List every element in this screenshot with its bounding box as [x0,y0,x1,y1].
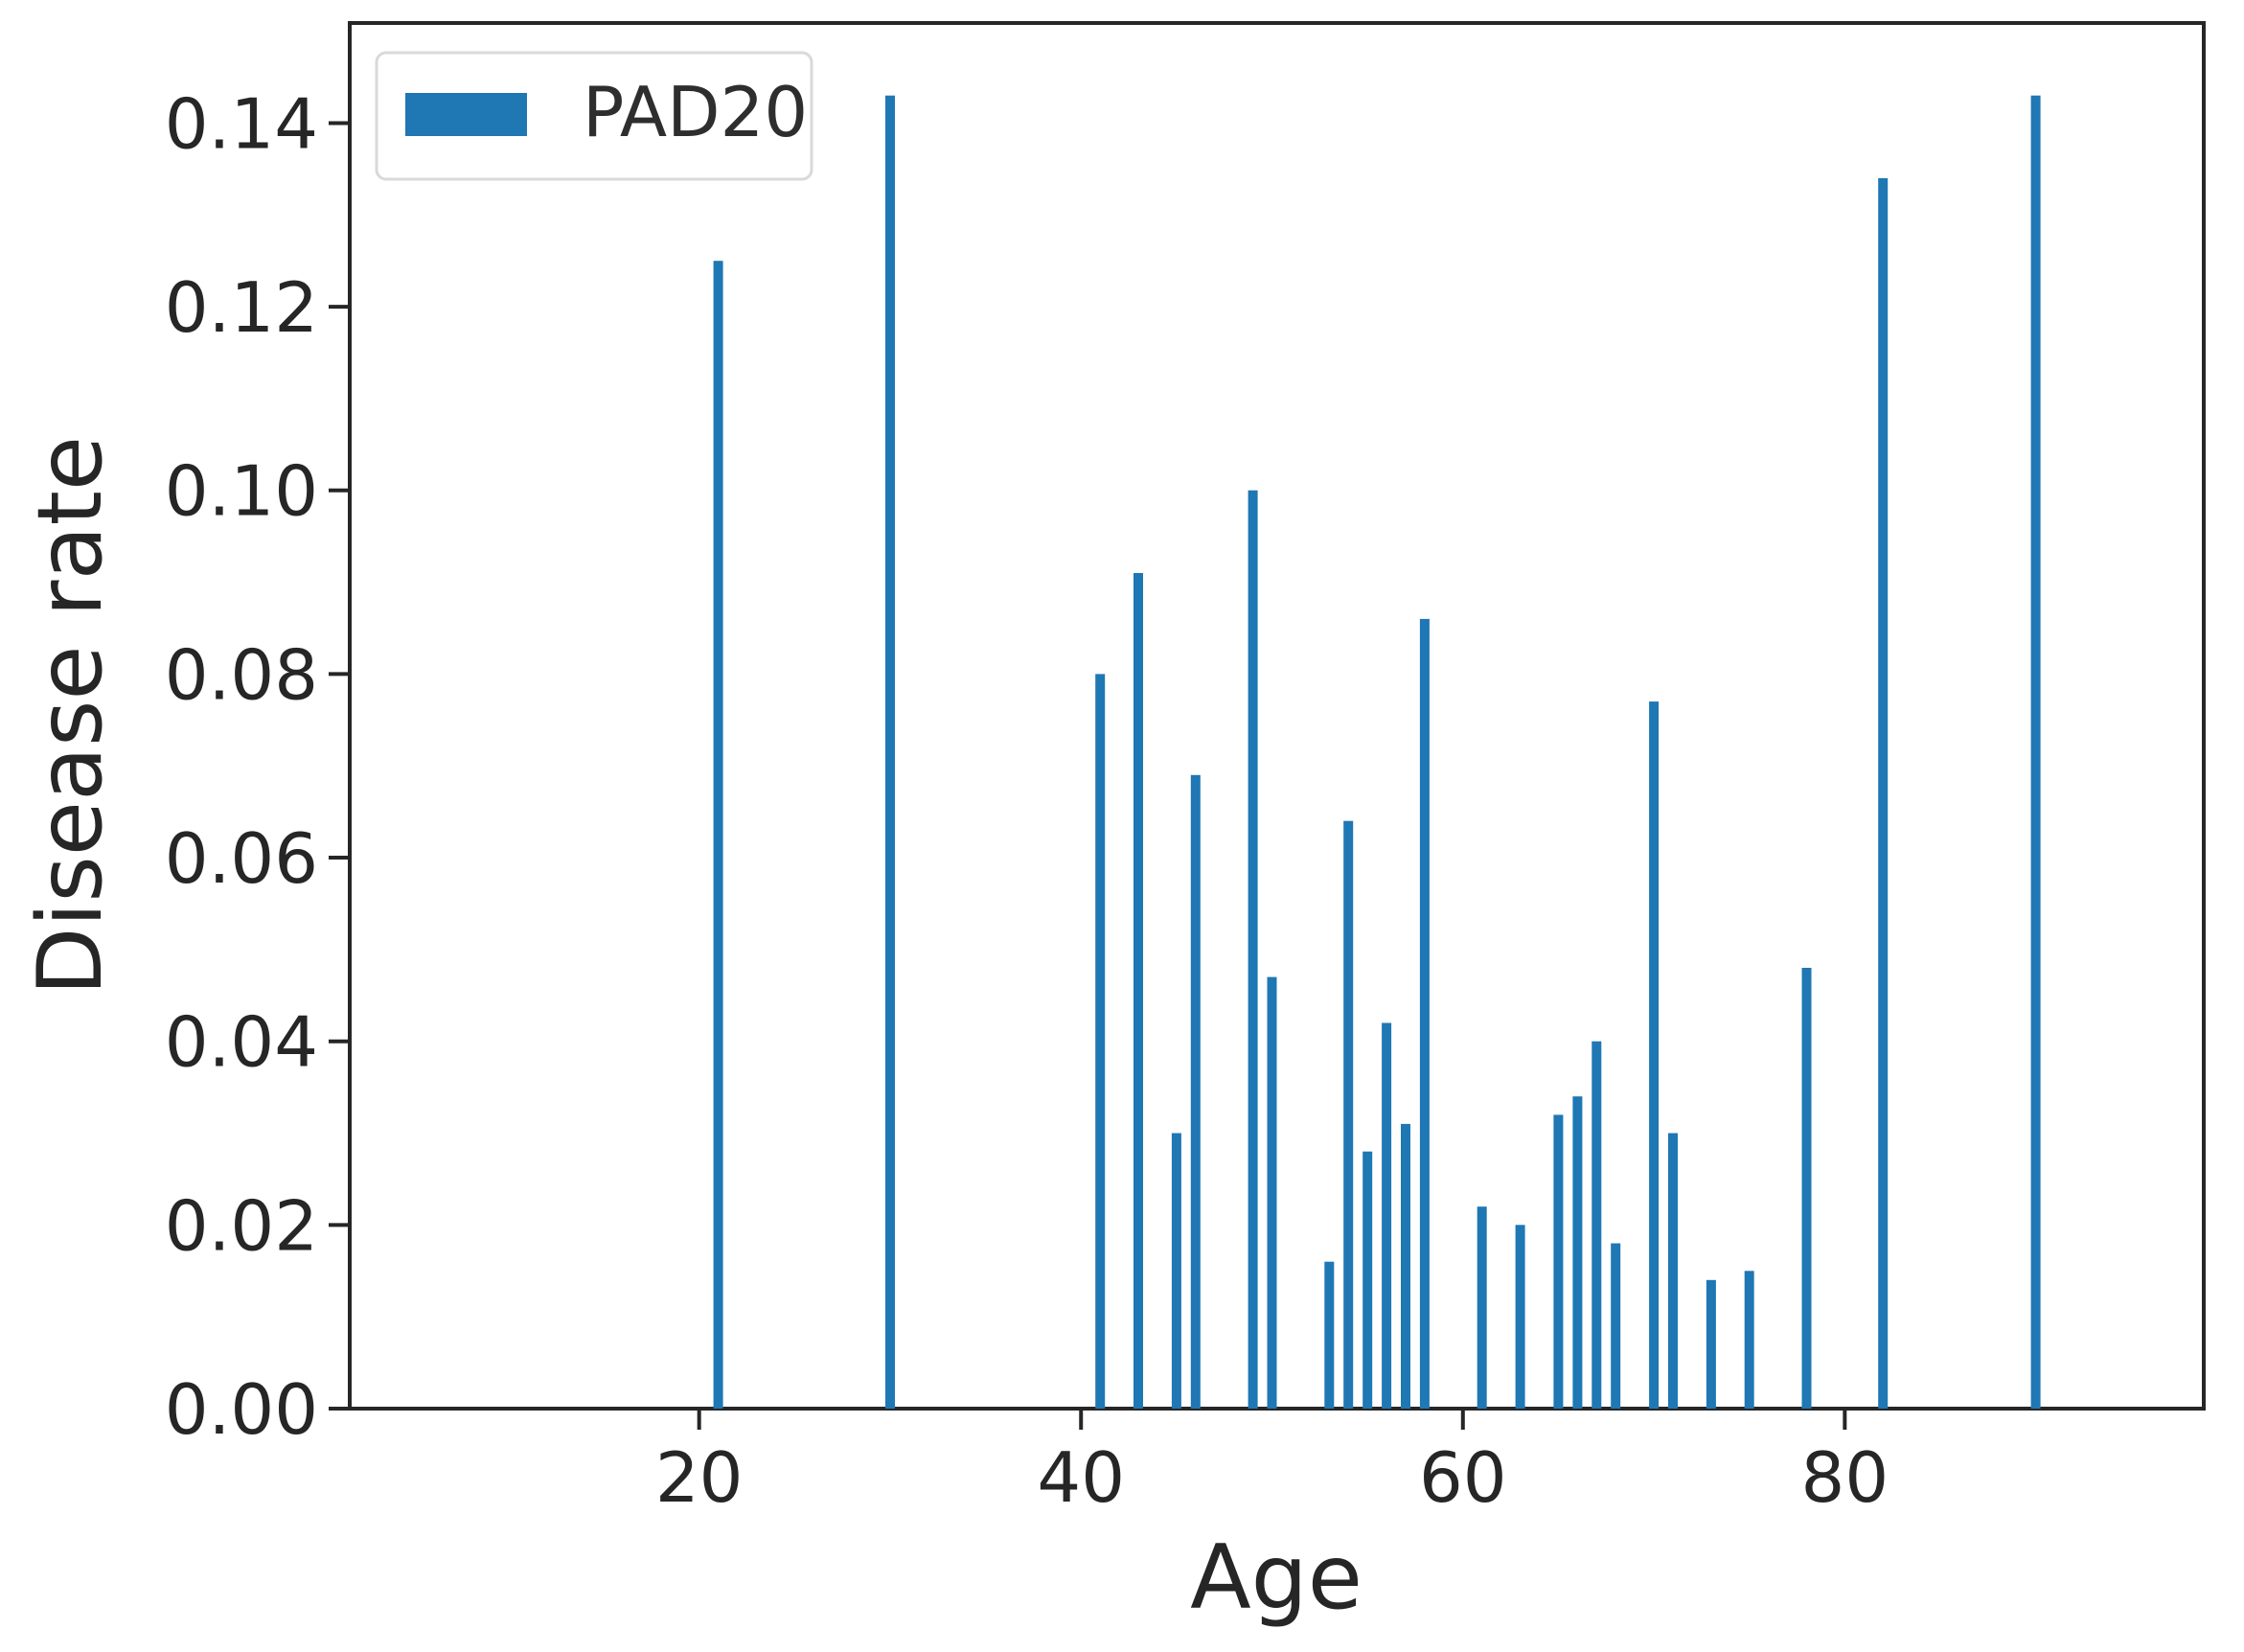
x-tick-label: 60 [1419,1437,1507,1518]
bar-age-54 [1343,820,1354,1409]
bar-age-55 [1362,1151,1373,1409]
bar-age-75 [1744,1271,1754,1409]
bar-age-57 [1401,1123,1410,1409]
bar-age-90 [2030,95,2041,1410]
legend-label: PAD20 [583,72,808,152]
bar-age-70 [1649,701,1660,1409]
bars-group [713,95,2041,1410]
bar-age-46 [1190,774,1201,1409]
x-axis-ticks: 20 40 60 80 [655,1411,1889,1518]
y-axis-label: Disease rate [18,436,122,996]
y-tick-label: 0.10 [165,451,318,532]
y-tick-label: 0.12 [165,267,318,348]
bar-age-56 [1382,1022,1392,1409]
legend: PAD20 [375,51,813,181]
bar-age-58 [1419,618,1430,1409]
y-tick-label: 0.06 [165,818,318,899]
y-tick-label: 0.08 [165,634,318,715]
bar-age-61 [1477,1206,1487,1409]
legend-swatch-icon [405,93,527,136]
bar-age-45 [1171,1133,1181,1409]
y-tick-label: 0.04 [165,1002,318,1083]
y-tick-label: 0.00 [165,1369,318,1450]
bar-age-21 [713,261,723,1410]
bar-age-67 [1591,1041,1602,1409]
bar-age-50 [1267,976,1277,1409]
bar-age-63 [1515,1225,1525,1409]
bar-age-71 [1668,1133,1678,1409]
bar-age-65 [1553,1114,1564,1409]
bar-age-78 [1801,968,1812,1409]
x-tick-label: 40 [1037,1437,1125,1518]
x-tick-label: 80 [1801,1437,1889,1518]
bar-age-68 [1611,1243,1621,1409]
legend-box [375,51,813,181]
bar-age-41 [1095,674,1106,1409]
bar-age-49 [1248,490,1258,1409]
y-tick-label: 0.14 [165,83,318,164]
x-tick-label: 20 [655,1437,744,1518]
x-axis-label: Age [1190,1526,1362,1629]
bar-age-66 [1572,1096,1583,1409]
bar-age-30 [885,95,895,1410]
bar-age-53 [1324,1261,1335,1409]
y-axis-ticks: 0.00 0.02 0.04 0.06 0.08 0.10 0.12 0.14 [165,83,348,1450]
bar-age-73 [1706,1279,1716,1409]
bar-age-82 [1878,177,1889,1409]
y-tick-label: 0.02 [165,1185,318,1266]
bar-age-43 [1133,573,1143,1409]
